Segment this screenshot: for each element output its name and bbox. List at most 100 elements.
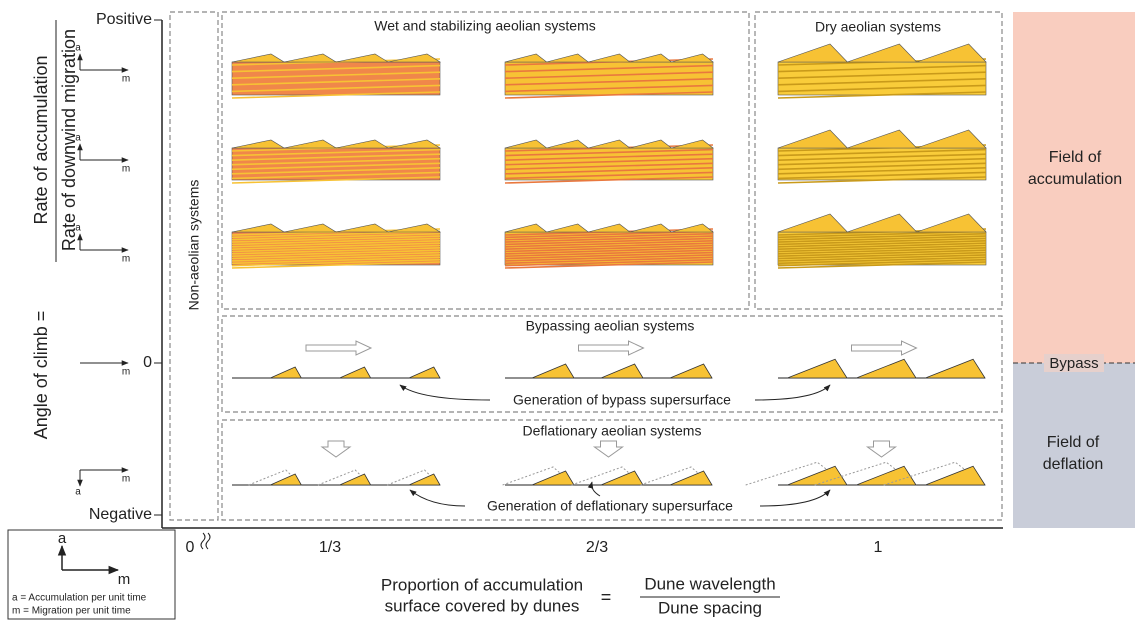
dune-art: [232, 44, 986, 485]
panel-note: Generation of bypass supersurface: [513, 392, 731, 408]
diagram: Field of accumulation Bypass Field of de…: [0, 0, 1135, 621]
arrow-label: m: [122, 474, 130, 485]
note-arrow: [410, 490, 465, 506]
dune: [671, 54, 713, 62]
dune: [340, 474, 371, 485]
x-axis-label: Proportion of accumulation: [381, 575, 583, 594]
dune: [284, 224, 336, 232]
dune: [505, 224, 547, 232]
dune: [340, 367, 371, 378]
dune: [409, 474, 440, 485]
dune: [409, 367, 440, 378]
dune: [588, 140, 630, 148]
arrow-label: m: [122, 367, 130, 378]
dune: [917, 44, 986, 62]
legend-a: a: [58, 530, 67, 547]
arrow-label: a: [75, 223, 81, 234]
note-arrow: [760, 490, 830, 506]
dune: [778, 214, 847, 232]
y-tick-label: 0: [143, 354, 152, 371]
x-tick-label: 2/3: [586, 539, 608, 556]
dune: [547, 140, 589, 148]
panel-note: Generation of deflationary supersurface: [487, 498, 733, 514]
y-tick-label: Negative: [89, 506, 152, 523]
dune: [630, 54, 672, 62]
x-tick-label: 0: [186, 539, 195, 556]
dune: [336, 224, 388, 232]
x-axis-label: surface covered by dunes: [385, 596, 580, 615]
dune: [270, 367, 301, 378]
field-label: accumulation: [1028, 171, 1122, 188]
dune: [388, 140, 440, 148]
dune: [925, 359, 985, 378]
x-axis-numerator: Dune wavelength: [644, 574, 775, 593]
dune: [505, 140, 547, 148]
dune: [917, 130, 986, 148]
panel-title: Deflationary aeolian systems: [523, 423, 702, 439]
equals: =: [601, 587, 612, 607]
note-arrow: [755, 385, 830, 400]
dune: [787, 359, 847, 378]
dune: [778, 44, 847, 62]
dune: [336, 54, 388, 62]
dune: [532, 364, 574, 378]
y-axis-numerator: Rate of accumulation: [31, 55, 51, 224]
dune: [601, 471, 643, 485]
dune: [671, 224, 713, 232]
note-arrow: [592, 482, 600, 496]
legend-text: m = Migration per unit time: [12, 606, 131, 617]
x-tick-label: 1/3: [319, 539, 341, 556]
dune: [284, 54, 336, 62]
dune: [588, 54, 630, 62]
field-label: deflation: [1043, 456, 1104, 473]
dune: [547, 224, 589, 232]
y-tick-label: Positive: [96, 11, 152, 28]
dune: [270, 474, 301, 485]
dune: [601, 364, 643, 378]
dune: [388, 224, 440, 232]
wind-arrow: [306, 341, 371, 355]
field-label: Field of: [1047, 434, 1100, 451]
dune: [547, 54, 589, 62]
dune: [336, 140, 388, 148]
y-axis-label: Angle of climb =: [31, 311, 51, 440]
panel-title: Dry aeolian systems: [815, 19, 941, 35]
dune: [232, 54, 284, 62]
x-tick-label: 1: [874, 539, 883, 556]
dune: [284, 140, 336, 148]
dune: [532, 471, 574, 485]
dune: [588, 224, 630, 232]
arrow-label: m: [122, 254, 130, 265]
dune: [505, 54, 547, 62]
arrow-label: a: [75, 487, 81, 498]
dune: [856, 359, 916, 378]
down-arrow: [595, 441, 623, 457]
note-arrow: [400, 385, 490, 400]
panel-title: Wet and stabilizing aeolian systems: [374, 18, 596, 34]
dune: [847, 130, 916, 148]
wind-arrow: [579, 341, 644, 355]
legend-text: a = Accumulation per unit time: [12, 593, 147, 604]
field-label: Bypass: [1049, 355, 1098, 372]
panel-title: Non-aeolian systems: [186, 180, 202, 311]
dune: [670, 471, 712, 485]
dune: [232, 140, 284, 148]
arrow-label: m: [122, 164, 130, 175]
dune: [671, 140, 713, 148]
dune: [778, 130, 847, 148]
wind-arrow: [852, 341, 917, 355]
panel-title: Bypassing aeolian systems: [526, 318, 695, 334]
dune: [917, 214, 986, 232]
dune: [630, 140, 672, 148]
dune: [670, 364, 712, 378]
dune: [232, 224, 284, 232]
down-arrow: [322, 441, 350, 457]
dune: [388, 54, 440, 62]
arrow-label: a: [75, 43, 81, 54]
dune: [847, 214, 916, 232]
x-axis-denominator: Dune spacing: [658, 598, 762, 617]
dune: [847, 44, 916, 62]
arrow-label: m: [122, 74, 130, 85]
dune: [630, 224, 672, 232]
axis-break: [201, 533, 210, 549]
